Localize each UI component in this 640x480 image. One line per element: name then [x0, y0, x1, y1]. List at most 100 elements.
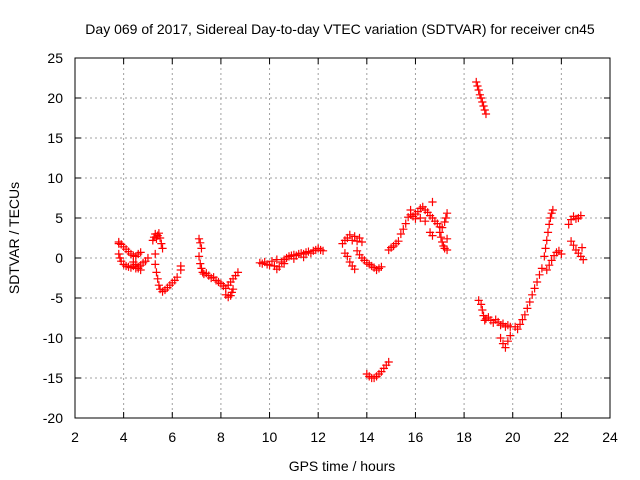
data-point [441, 213, 450, 223]
data-point [528, 290, 537, 299]
y-tick-label: -20 [43, 410, 63, 426]
data-point [515, 320, 525, 329]
data-point [228, 285, 238, 294]
data-point [543, 228, 553, 237]
data-point [557, 249, 566, 259]
data-point [136, 265, 145, 275]
data-point [401, 219, 410, 228]
y-tick-label: 0 [55, 250, 63, 266]
data-point [157, 239, 166, 248]
y-tick-label: -15 [43, 370, 63, 386]
data-point [442, 245, 452, 255]
data-point [143, 253, 153, 263]
x-tick-label: 24 [602, 429, 618, 445]
y-tick-label: 25 [47, 50, 63, 66]
data-point [280, 259, 289, 268]
data-point [152, 268, 161, 277]
y-axis-label: SDTVAR / TECUs [6, 182, 22, 294]
grid [75, 58, 610, 418]
data-point [532, 277, 542, 287]
data-point [474, 85, 483, 95]
y-tick-label: 20 [47, 90, 63, 106]
data-point [227, 288, 236, 297]
data-point [350, 232, 359, 241]
data-point [540, 252, 549, 261]
data-point [481, 109, 491, 119]
data-point [478, 97, 487, 107]
data-point [156, 233, 165, 243]
data-point [506, 331, 515, 340]
data-point [480, 105, 489, 115]
x-tick-label: 12 [310, 429, 326, 445]
data-point [501, 343, 510, 352]
data-point [442, 234, 452, 243]
data-point [530, 284, 539, 293]
data-point [472, 77, 481, 87]
data-point [399, 225, 408, 234]
data-point [197, 264, 206, 273]
x-tick-label: 16 [408, 429, 424, 445]
data-point [518, 315, 527, 324]
data-point [289, 254, 298, 263]
x-tick-label: 6 [168, 429, 176, 445]
data-point [197, 244, 206, 253]
data-point [525, 297, 534, 307]
data-point [318, 246, 328, 255]
chart-title: Day 069 of 2017, Sidereal Day-to-day VTE… [85, 21, 595, 37]
data-point [394, 237, 403, 246]
data-point [411, 214, 420, 223]
data-point [537, 264, 547, 273]
y-tick-label: 15 [47, 130, 63, 146]
data-point [299, 253, 308, 262]
data-point [194, 234, 204, 243]
data-point [198, 268, 207, 277]
x-tick-labels: 2 4 6 8 10 12 14 16 18 20 22 24 [71, 429, 618, 445]
data-point [384, 357, 393, 367]
data-point [473, 81, 482, 91]
data-point [503, 337, 512, 346]
data-point [475, 90, 484, 99]
data-point [406, 205, 415, 215]
data-point [152, 234, 161, 243]
data-point [176, 265, 185, 275]
y-tick-label: -10 [43, 330, 63, 346]
data-point [545, 261, 554, 270]
data-point [272, 255, 281, 264]
data-point [275, 262, 284, 271]
data-point [438, 237, 447, 247]
data-point [477, 93, 486, 103]
data-point [478, 305, 487, 315]
data-point [151, 260, 160, 269]
data-point [136, 248, 145, 257]
data-point [477, 300, 486, 309]
data-point [267, 257, 277, 266]
data-point [396, 229, 405, 239]
data-point [421, 217, 430, 226]
data-point [151, 249, 160, 259]
data-point [158, 244, 167, 253]
data-point [542, 236, 551, 245]
data-point [520, 310, 529, 319]
data-point [442, 209, 452, 218]
data-point [523, 304, 532, 313]
data-point [428, 231, 437, 240]
data-point [547, 256, 556, 265]
data-point [350, 265, 359, 274]
data-points [114, 77, 588, 383]
plot-frame [74, 57, 611, 419]
data-point [153, 274, 162, 283]
data-point [576, 211, 585, 220]
x-tick-label: 4 [120, 429, 128, 445]
data-point [226, 291, 235, 300]
y-tick-label: -5 [51, 290, 64, 306]
data-point [377, 262, 386, 271]
data-point [435, 228, 444, 237]
data-point [564, 220, 573, 229]
x-tick-label: 10 [262, 429, 278, 445]
x-tick-label: 8 [217, 429, 225, 445]
y-tick-labels: 25 20 15 10 5 0 -5 -10 -15 -20 [43, 50, 63, 426]
data-point [115, 253, 125, 263]
y-tick-label: 5 [55, 210, 63, 226]
data-point [343, 252, 352, 261]
